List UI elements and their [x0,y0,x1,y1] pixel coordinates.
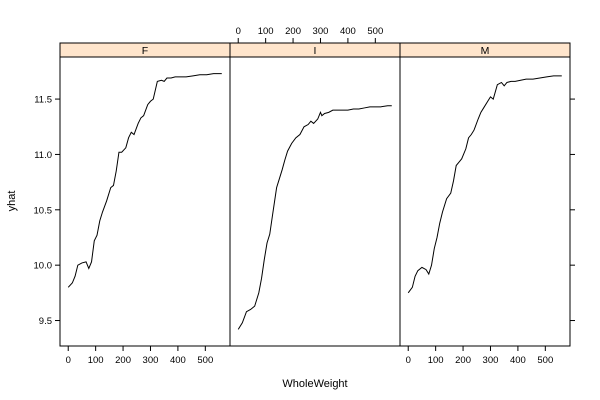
panel-M: M [399,42,571,347]
x-tick-label-M-0: 0 [406,355,411,366]
series-line-F [67,73,222,288]
panel-I: I [229,42,401,347]
x-tick-label-F-200: 200 [115,355,131,366]
series-line-M [407,75,562,294]
y-tick-label-10.5: 10.5 [34,205,53,216]
x-axis-title: WholeWeight [282,378,347,390]
panel-frame-F [59,56,231,347]
x-tick-label-M-400: 400 [510,355,526,366]
y-tick-label-10: 10.0 [34,261,53,272]
x-tick-label-M-200: 200 [455,355,471,366]
x-tick-label-F-300: 300 [143,355,159,366]
panel-F: F [59,42,231,347]
y-tick-label-11.5: 11.5 [34,95,52,106]
ticks-layer: 0 100 200 300 400 500 0 100 200 300 400 500 0 100 200 3… [34,26,575,366]
panel-frame-M [399,56,571,347]
x-tick-label-I-100: 100 [258,26,274,37]
series-line-I [237,105,392,330]
x-tick-label-I-500: 500 [367,26,383,37]
x-tick-label-I-200: 200 [285,26,301,37]
y-tick-label-11: 11.0 [34,150,52,161]
x-tick-label-F-100: 100 [88,355,104,366]
y-tick-label-9.5: 9.5 [39,316,52,327]
strip-label-I: I [314,45,317,57]
strip-label-F: F [142,45,148,57]
x-tick-label-I-300: 300 [313,26,329,37]
x-tick-label-M-500: 500 [537,355,553,366]
x-tick-label-I-400: 400 [340,26,356,37]
x-tick-label-F-400: 400 [170,355,186,366]
x-tick-label-I-0: 0 [236,26,241,37]
y-axis-title: yhat [6,191,18,212]
x-tick-label-F-500: 500 [197,355,213,366]
strip-label-M: M [481,45,490,57]
x-tick-label-M-300: 300 [483,355,499,366]
x-tick-label-F-0: 0 [66,355,71,366]
x-tick-label-M-100: 100 [428,355,444,366]
